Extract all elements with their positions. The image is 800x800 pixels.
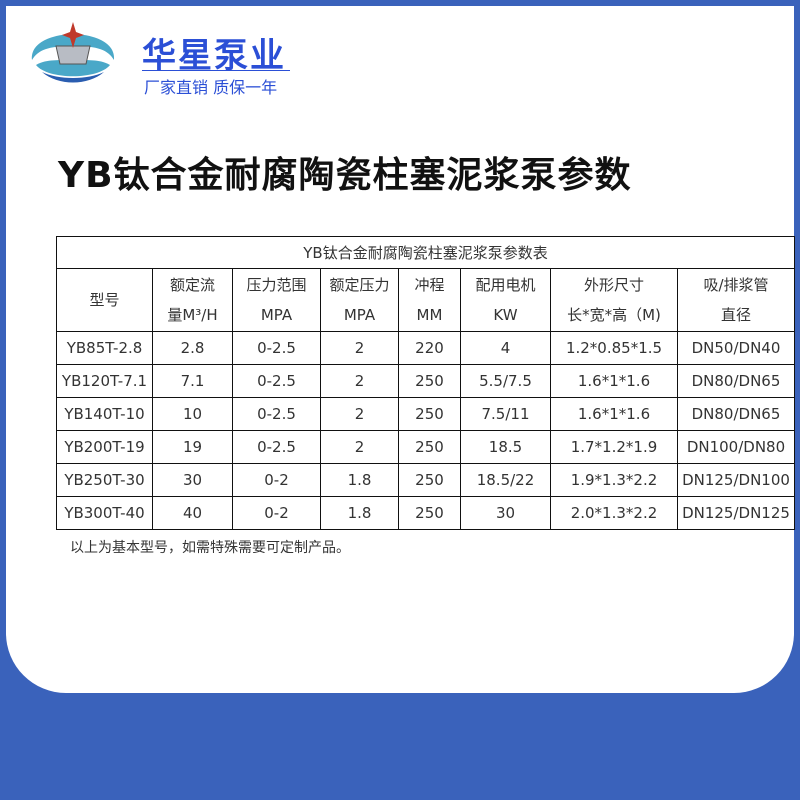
table-cell: DN50/DN40 xyxy=(677,331,795,365)
table-cell: 2 xyxy=(320,397,399,431)
header-line: 直径 xyxy=(720,306,751,324)
table-cell: 1.6*1*1.6 xyxy=(550,364,678,398)
table-cell: 250 xyxy=(398,496,461,530)
parameter-table: YB钛合金耐腐陶瓷柱塞泥浆泵参数表 型号 额定流量M³/H 压力范围 MPA 额定压力 M… xyxy=(56,236,795,530)
header-line: MPA xyxy=(260,306,293,324)
table-row: YB85T-2.8 2.8 0-2.5 2 220 4 1.2*0.85*1.5 DN50/D… xyxy=(56,331,795,365)
table-row: YB120T-7.1 7.1 0-2.5 2 250 5.5/7.5 1.6*1*1.6 DN… xyxy=(56,364,795,398)
column-header: 吸/排浆管直径 xyxy=(677,268,795,332)
header-line: 长*宽*高（M) xyxy=(567,306,661,324)
footnote: 以上为基本型号，如需特殊需要可定制产品。 xyxy=(70,540,350,556)
table-cell: YB140T-10 xyxy=(56,397,153,431)
table-cell: 0-2.5 xyxy=(232,331,321,365)
table-cell: 1.2*0.85*1.5 xyxy=(550,331,678,365)
header-line: 冲程 xyxy=(414,276,445,294)
table-cell: 7.5/11 xyxy=(460,397,551,431)
table-cell: 0-2 xyxy=(232,496,321,530)
column-header: 外形尺寸长*宽*高（M) xyxy=(550,268,678,332)
header-line: MPA xyxy=(343,306,376,324)
table-cell: 2 xyxy=(320,364,399,398)
table-cell: 0-2 xyxy=(232,463,321,497)
header-line: 额定流 xyxy=(169,276,215,294)
header-line: 吸/排浆管 xyxy=(703,276,769,294)
header-line: 压力范围 xyxy=(246,276,307,294)
header-line: 额定压力 xyxy=(329,276,390,294)
table-caption: YB钛合金耐腐陶瓷柱塞泥浆泵参数表 xyxy=(56,236,795,269)
table-cell: YB300T-40 xyxy=(56,496,153,530)
table-cell: 2 xyxy=(320,430,399,464)
table-cell: 1.7*1.2*1.9 xyxy=(550,430,678,464)
table-cell: DN80/DN65 xyxy=(677,364,795,398)
column-header: 额定压力 MPA xyxy=(320,268,399,332)
column-header: 压力范围 MPA xyxy=(232,268,321,332)
header-line: KW xyxy=(493,306,518,324)
table-cell: 0-2.5 xyxy=(232,364,321,398)
table-cell: YB85T-2.8 xyxy=(56,331,153,365)
table-row: YB250T-30 30 0-2 1.8 250 18.5/22 1.9*1.3*2.2 DN… xyxy=(56,463,795,497)
company-logo xyxy=(31,22,115,83)
table-cell: 1.9*1.3*2.2 xyxy=(550,463,678,497)
table-cell: 30 xyxy=(460,496,551,530)
table-cell: 1.8 xyxy=(320,463,399,497)
table-cell: 250 xyxy=(398,463,461,497)
table-row: YB300T-40 40 0-2 1.8 250 30 2.0*1.3*2.2 DN125/D… xyxy=(56,496,795,530)
brand-divider xyxy=(142,70,290,71)
table-cell: 30 xyxy=(152,463,233,497)
table-cell: 0-2.5 xyxy=(232,430,321,464)
table-cell: 220 xyxy=(398,331,461,365)
table-cell: 1.6*1*1.6 xyxy=(550,397,678,431)
header-line: MM xyxy=(416,306,443,324)
table-cell: 19 xyxy=(152,430,233,464)
table-cell: 250 xyxy=(398,430,461,464)
table-cell: 7.1 xyxy=(152,364,233,398)
table-cell: 18.5 xyxy=(460,430,551,464)
table-cell: 40 xyxy=(152,496,233,530)
table-cell: YB250T-30 xyxy=(56,463,153,497)
table-cell: 5.5/7.5 xyxy=(460,364,551,398)
table-cell: 2.0*1.3*2.2 xyxy=(550,496,678,530)
table-row: YB140T-10 10 0-2.5 2 250 7.5/11 1.6*1*1.6 DN80/… xyxy=(56,397,795,431)
table-cell: 2.8 xyxy=(152,331,233,365)
table-cell: 1.8 xyxy=(320,496,399,530)
table-cell: 0-2.5 xyxy=(232,397,321,431)
table-cell: YB120T-7.1 xyxy=(56,364,153,398)
table-cell: 18.5/22 xyxy=(460,463,551,497)
table-cell: YB200T-19 xyxy=(56,430,153,464)
table-cell: DN125/DN125 xyxy=(677,496,795,530)
table-cell: DN80/DN65 xyxy=(677,397,795,431)
brand-name: 华星泵业 xyxy=(142,36,286,76)
header-line: 型号 xyxy=(89,291,120,309)
table-cell: 250 xyxy=(398,397,461,431)
table-cell: 4 xyxy=(460,331,551,365)
header-line: 外形尺寸 xyxy=(583,276,644,294)
header-line: 量M³/H xyxy=(167,306,218,324)
column-header: 型号 xyxy=(56,268,153,332)
brand-slogan: 厂家直销 质保一年 xyxy=(144,78,278,97)
column-header: 冲程 MM xyxy=(398,268,461,332)
table-cell: 250 xyxy=(398,364,461,398)
column-header: 配用电机 KW xyxy=(460,268,551,332)
table-cell: 2 xyxy=(320,331,399,365)
table-cell: 10 xyxy=(152,397,233,431)
table-cell: DN125/DN100 xyxy=(677,463,795,497)
table-cell: DN100/DN80 xyxy=(677,430,795,464)
header-line: 配用电机 xyxy=(475,276,536,294)
column-header: 额定流量M³/H xyxy=(152,268,233,332)
page-title: YB钛合金耐腐陶瓷柱塞泥浆泵参数 xyxy=(58,155,632,196)
table-row: YB200T-19 19 0-2.5 2 250 18.5 1.7*1.2*1.9 DN100… xyxy=(56,430,795,464)
